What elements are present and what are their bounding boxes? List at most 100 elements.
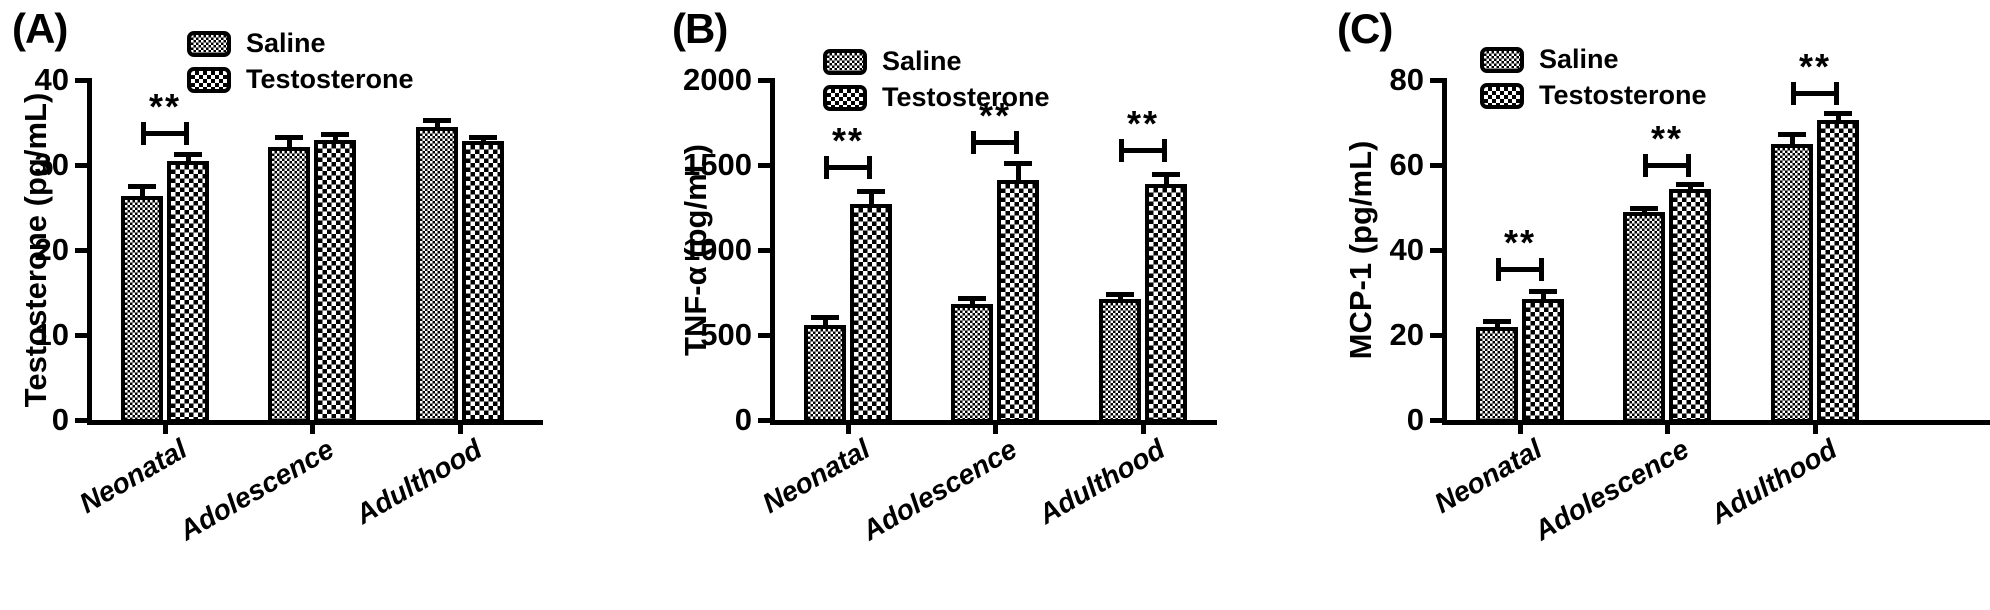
x-category-label: Adolescence xyxy=(173,433,339,547)
error-bar-cap-saline xyxy=(128,184,156,190)
y-tick xyxy=(75,163,87,168)
sig-bracket-cap-left xyxy=(824,156,829,179)
y-tick-label: 1000 xyxy=(683,232,752,267)
x-category-label: Adulthood xyxy=(350,433,487,530)
fine-checker-swatch xyxy=(187,30,231,57)
y-tick-label: 20 xyxy=(34,232,69,267)
y-tick xyxy=(1430,418,1442,423)
fine-checker-swatch xyxy=(823,48,867,75)
legend-item-saline: Saline xyxy=(1480,46,1707,73)
sig-bracket-cap-left xyxy=(1791,81,1796,105)
legend-label-testosterone: Testosterone xyxy=(246,64,414,94)
significance-label: ** xyxy=(148,86,182,127)
y-tick xyxy=(75,418,87,423)
error-bar-stem-testosterone xyxy=(1163,173,1169,193)
x-category-label: Adulthood xyxy=(1705,433,1842,530)
x-category-label: Adolescence xyxy=(1528,433,1694,547)
error-bar-cap-saline xyxy=(811,315,839,321)
sig-bracket-line xyxy=(142,131,188,136)
sig-bracket-cap-right xyxy=(1686,153,1691,177)
coarse-checker-swatch xyxy=(1480,82,1524,109)
legend-label-saline: Saline xyxy=(882,46,962,76)
error-bar-cap-testosterone xyxy=(1824,110,1852,116)
y-tick-label: 30 xyxy=(34,147,69,182)
significance-label: ** xyxy=(1503,222,1537,263)
panel-label: (A) xyxy=(12,5,68,52)
bar-testosterone-neonatal xyxy=(167,160,209,423)
coarse-checker-swatch xyxy=(187,66,231,93)
error-bar-stem-testosterone xyxy=(868,191,874,214)
y-tick-label: 20 xyxy=(1389,317,1424,352)
sig-bracket-line xyxy=(1120,148,1166,153)
coarse-checker-swatch xyxy=(823,84,867,111)
panel-label: (C) xyxy=(1337,5,1393,52)
x-category-label: Adolescence xyxy=(856,433,1022,547)
sig-bracket-line xyxy=(1644,162,1690,168)
error-bar-stem-saline xyxy=(139,186,145,206)
legend: Saline Testosterone xyxy=(1480,46,1707,109)
sig-bracket-cap-right xyxy=(1014,130,1019,154)
bar-saline-adulthood xyxy=(416,126,458,423)
x-tick xyxy=(1518,420,1523,434)
y-tick xyxy=(758,333,770,338)
y-axis-line xyxy=(770,78,775,425)
bar-testosterone-adolescence xyxy=(1669,189,1711,423)
bar-saline-adulthood xyxy=(1771,143,1813,423)
y-tick-label: 60 xyxy=(1389,147,1424,182)
y-tick xyxy=(758,78,770,83)
sig-bracket-cap-right xyxy=(184,122,189,145)
error-bar-cap-testosterone xyxy=(857,189,885,195)
error-bar-cap-saline xyxy=(1106,292,1134,298)
x-category-label: Adulthood xyxy=(1033,433,1170,530)
x-tick xyxy=(1813,420,1818,434)
bar-testosterone-adolescence xyxy=(997,180,1039,423)
y-axis-line xyxy=(87,78,92,425)
y-tick-label: 0 xyxy=(1406,402,1424,437)
sig-bracket-cap-right xyxy=(1834,81,1839,105)
sig-bracket-cap-left xyxy=(1119,139,1124,162)
significance-label: ** xyxy=(1126,103,1160,144)
x-axis-line xyxy=(1442,420,1990,425)
bar-saline-adulthood xyxy=(1099,299,1141,423)
y-axis-line xyxy=(1442,78,1447,425)
error-bar-cap-testosterone xyxy=(469,134,497,140)
figure: (A) Testosterone (pg/mL) 0 10 20 30 40 Neonatal… xyxy=(0,0,1990,547)
bar-saline-neonatal xyxy=(121,196,163,423)
y-tick xyxy=(758,418,770,423)
error-bar-cap-testosterone xyxy=(1152,171,1180,177)
legend-item-saline: Saline xyxy=(823,48,1050,75)
y-tick xyxy=(75,333,87,338)
bar-testosterone-adulthood xyxy=(1817,120,1859,423)
error-bar-stem-saline xyxy=(286,136,292,157)
bar-testosterone-adulthood xyxy=(462,141,504,423)
panel-b: (B) TNF-α (pg/mL) 0 500 1000 1500 2000 Neonatal… xyxy=(660,0,1325,546)
y-tick xyxy=(1430,248,1442,253)
legend-item-testosterone: Testosterone xyxy=(187,66,414,93)
significance-label: ** xyxy=(1650,117,1684,159)
sig-bracket-cap-left xyxy=(971,130,976,154)
fine-checker-swatch xyxy=(1480,46,1524,73)
bar-testosterone-neonatal xyxy=(1522,298,1564,423)
error-bar-cap-saline xyxy=(275,134,303,140)
y-tick xyxy=(75,78,87,83)
error-bar-cap-testosterone xyxy=(1004,161,1032,167)
bar-testosterone-adulthood xyxy=(1145,183,1187,423)
x-tick xyxy=(163,420,168,434)
bar-saline-adolescence xyxy=(268,147,310,423)
y-tick-label: 0 xyxy=(734,402,752,437)
y-tick-label: 80 xyxy=(1389,62,1424,97)
legend-item-testosterone: Testosterone xyxy=(1480,82,1707,109)
legend-label-saline: Saline xyxy=(246,28,326,58)
error-bar-stem-saline xyxy=(1789,133,1795,153)
error-bar-cap-testosterone xyxy=(174,151,202,157)
x-tick xyxy=(1665,420,1670,434)
bar-saline-adolescence xyxy=(1623,211,1665,423)
sig-bracket-line xyxy=(1792,90,1838,96)
y-tick xyxy=(1430,163,1442,168)
panel-a: (A) Testosterone (pg/mL) 0 10 20 30 40 Neonatal… xyxy=(0,0,660,546)
legend-label-testosterone: Testosterone xyxy=(882,82,1050,112)
bar-testosterone-neonatal xyxy=(850,204,892,423)
error-bar-cap-saline xyxy=(423,117,451,123)
y-tick-label: 0 xyxy=(51,402,69,437)
error-bar-cap-saline xyxy=(1778,131,1806,137)
